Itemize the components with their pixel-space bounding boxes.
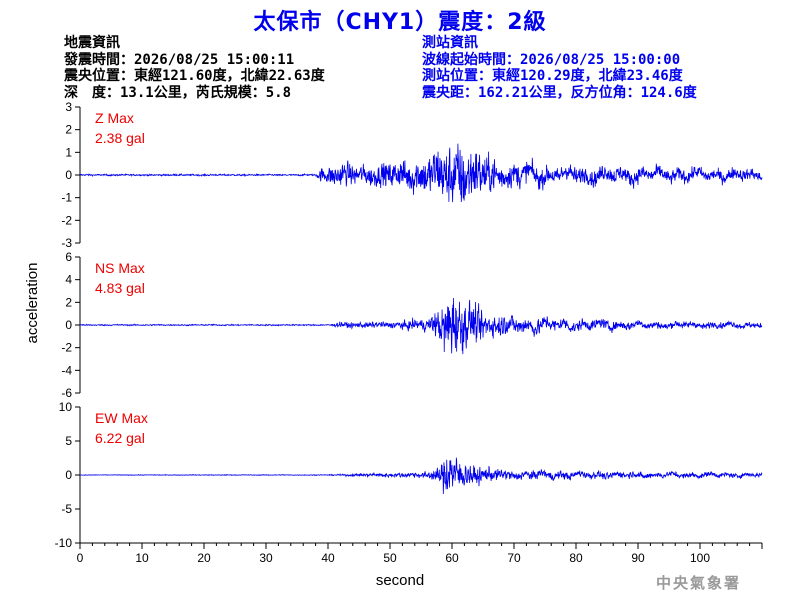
page-title: 太保市（CHY1）震度：2級 — [253, 10, 547, 35]
y-tick-label: 0 — [65, 318, 72, 332]
y-tick-label: 2 — [65, 123, 72, 137]
earthquake-info: 地震資訊 發震時間：2026/08/25 15:00:11 震央位置：東經121… — [64, 35, 325, 101]
y-tick-label: 6 — [65, 250, 72, 264]
y-tick-label: 0 — [65, 168, 72, 182]
panel-max-ns: 4.83 gal — [95, 280, 145, 296]
agency-footer: 中央氣象署 — [656, 574, 742, 592]
x-axis-title: second — [376, 572, 424, 589]
x-tick-label: 70 — [507, 551, 521, 565]
y-tick-label: -6 — [61, 386, 72, 400]
x-tick-label: 100 — [690, 551, 710, 565]
y-tick-label: 0 — [65, 468, 72, 482]
y-tick-label: -4 — [61, 363, 72, 377]
trace-z — [79, 143, 763, 203]
panel-label-ew: EW Max — [95, 410, 148, 426]
y-tick-label: 10 — [59, 400, 73, 414]
x-tick-label: 50 — [383, 551, 397, 565]
earthquake-info-heading: 地震資訊 — [64, 35, 120, 51]
x-tick-label: 30 — [259, 551, 273, 565]
panel-label-z: Z Max — [95, 110, 134, 126]
epicenter: 震央位置：東經121.60度，北緯22.63度 — [64, 68, 325, 84]
y-tick-label: -10 — [55, 536, 73, 550]
x-tick-label: 80 — [569, 551, 583, 565]
y-tick-label: -2 — [61, 341, 72, 355]
trace-ew — [79, 457, 763, 495]
y-tick-label: 1 — [65, 145, 72, 159]
y-tick-label: -1 — [61, 191, 72, 205]
station-info-heading: 測站資訊 — [422, 35, 478, 51]
y-axis-title: acceleration — [24, 263, 41, 344]
panel-label-ns: NS Max — [95, 260, 145, 276]
y-tick-label: -5 — [61, 502, 72, 516]
y-tick-label: 5 — [65, 434, 72, 448]
panel-max-z: 2.38 gal — [95, 130, 145, 146]
x-tick-label: 0 — [77, 551, 84, 565]
x-tick-label: 20 — [197, 551, 211, 565]
station-location: 測站位置：東經120.29度，北緯23.46度 — [422, 68, 683, 84]
y-tick-label: -3 — [61, 236, 72, 250]
y-tick-label: 2 — [65, 295, 72, 309]
origin-time: 發震時間：2026/08/25 15:00:11 — [64, 51, 295, 68]
depth-magnitude: 深 度：13.1公里，芮氏規模：5.8 — [64, 84, 292, 101]
x-tick-label: 60 — [445, 551, 459, 565]
x-tick-label: 10 — [135, 551, 149, 565]
station-info: 測站資訊 波線起始時間：2026/08/25 15:00:00 測站位置：東經1… — [422, 35, 697, 101]
epicentral-distance: 震央距：162.21公里，反方位角：124.6度 — [422, 84, 697, 101]
y-tick-label: 4 — [65, 273, 72, 287]
y-tick-label: -2 — [61, 213, 72, 227]
wave-start-time: 波線起始時間：2026/08/25 15:00:00 — [422, 51, 681, 68]
x-tick-label: 90 — [631, 551, 645, 565]
x-tick-label: 40 — [321, 551, 335, 565]
y-tick-label: 3 — [65, 100, 72, 114]
trace-ns — [79, 297, 763, 355]
panel-max-ew: 6.22 gal — [95, 430, 145, 446]
